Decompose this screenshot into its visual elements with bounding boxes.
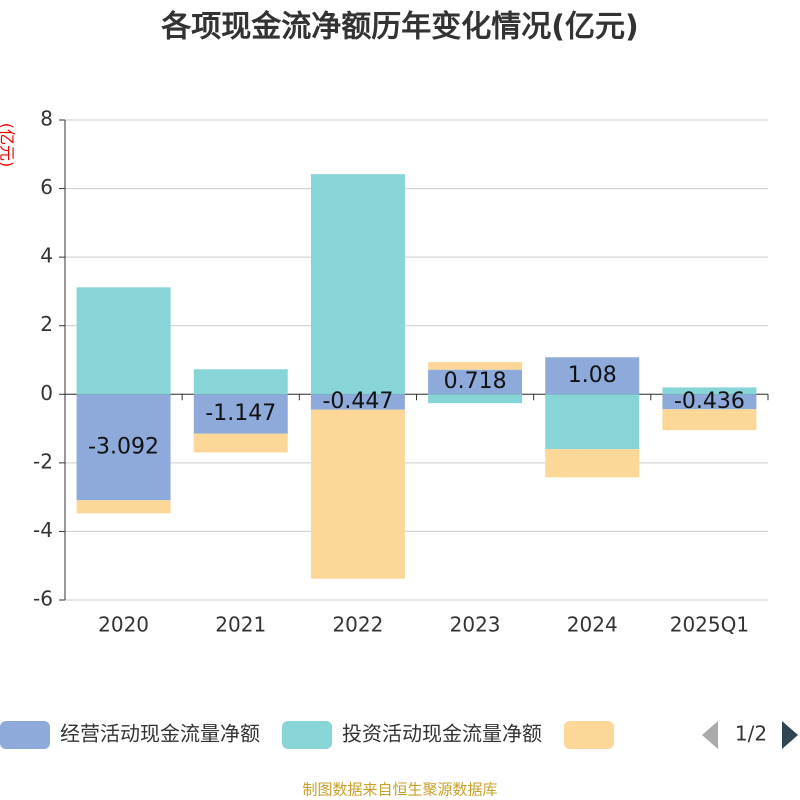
bar — [545, 449, 640, 478]
y-tick-label: 8 — [40, 107, 53, 131]
bar — [310, 409, 405, 579]
bar — [662, 387, 757, 395]
bar — [76, 500, 171, 514]
x-tick-label: 2022 — [332, 613, 383, 637]
x-tick-label: 2021 — [215, 613, 266, 637]
bar — [428, 362, 523, 370]
data-label: -1.147 — [205, 401, 276, 426]
bar — [193, 394, 288, 434]
bar — [545, 357, 640, 395]
y-tick-label: -6 — [33, 587, 53, 611]
data-label: -3.092 — [88, 434, 159, 459]
y-tick-label: 2 — [40, 312, 53, 336]
bar — [76, 287, 171, 395]
data-label: -0.447 — [322, 389, 393, 414]
y-axis-label: (亿元) — [0, 123, 17, 168]
legend-swatch[interactable] — [0, 721, 50, 749]
bar — [428, 394, 523, 404]
bar — [428, 369, 523, 395]
data-label: 1.08 — [568, 363, 617, 388]
legend-page: 1/2 — [735, 722, 767, 746]
data-label: 0.718 — [444, 369, 507, 394]
x-tick-label: 2024 — [567, 613, 618, 637]
bar — [76, 394, 171, 501]
bar — [310, 174, 405, 395]
legend-next[interactable] — [782, 721, 798, 749]
bar — [310, 394, 405, 410]
x-tick-label: 2023 — [450, 613, 501, 637]
x-tick-label: 2020 — [98, 613, 149, 637]
legend-prev[interactable] — [702, 721, 718, 749]
legend-swatch[interactable] — [282, 721, 332, 749]
chart-title: 各项现金流净额历年变化情况(亿元) — [160, 10, 638, 45]
bar — [662, 394, 757, 410]
bar — [662, 409, 757, 431]
legend-label[interactable]: 经营活动现金流量净额 — [60, 722, 260, 746]
y-tick-label: -2 — [33, 449, 53, 473]
y-tick-label: -4 — [33, 518, 53, 542]
x-tick-label: 2025Q1 — [670, 613, 749, 637]
bar — [193, 369, 288, 395]
data-label: -0.436 — [674, 389, 745, 414]
bar — [193, 433, 288, 453]
bar — [545, 394, 640, 450]
y-tick-label: 6 — [40, 175, 53, 199]
legend-swatch[interactable] — [564, 721, 614, 749]
y-tick-label: 4 — [40, 244, 53, 268]
source-note: 制图数据来自恒生聚源数据库 — [302, 781, 497, 799]
y-tick-label: 0 — [40, 381, 53, 405]
legend-label[interactable]: 投资活动现金流量净额 — [342, 722, 542, 746]
